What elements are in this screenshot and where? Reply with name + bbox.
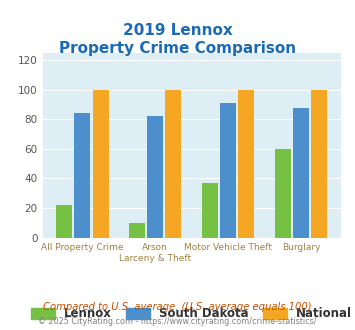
Bar: [293, 108, 309, 238]
Text: © 2025 CityRating.com - https://www.cityrating.com/crime-statistics/: © 2025 CityRating.com - https://www.city…: [38, 317, 317, 326]
Bar: [129, 223, 145, 238]
Bar: [238, 90, 255, 238]
Legend: Lennox, South Dakota, National: Lennox, South Dakota, National: [27, 303, 355, 325]
Text: Compared to U.S. average. (U.S. average equals 100): Compared to U.S. average. (U.S. average …: [43, 302, 312, 312]
Bar: [165, 90, 181, 238]
Bar: [93, 90, 109, 238]
Bar: [56, 205, 72, 238]
Bar: [220, 103, 236, 238]
Bar: [147, 116, 163, 238]
Bar: [275, 149, 291, 238]
Text: Property Crime Comparison: Property Crime Comparison: [59, 41, 296, 56]
Bar: [75, 114, 91, 238]
Bar: [311, 90, 327, 238]
Bar: [202, 183, 218, 238]
Text: 2019 Lennox: 2019 Lennox: [122, 23, 233, 38]
